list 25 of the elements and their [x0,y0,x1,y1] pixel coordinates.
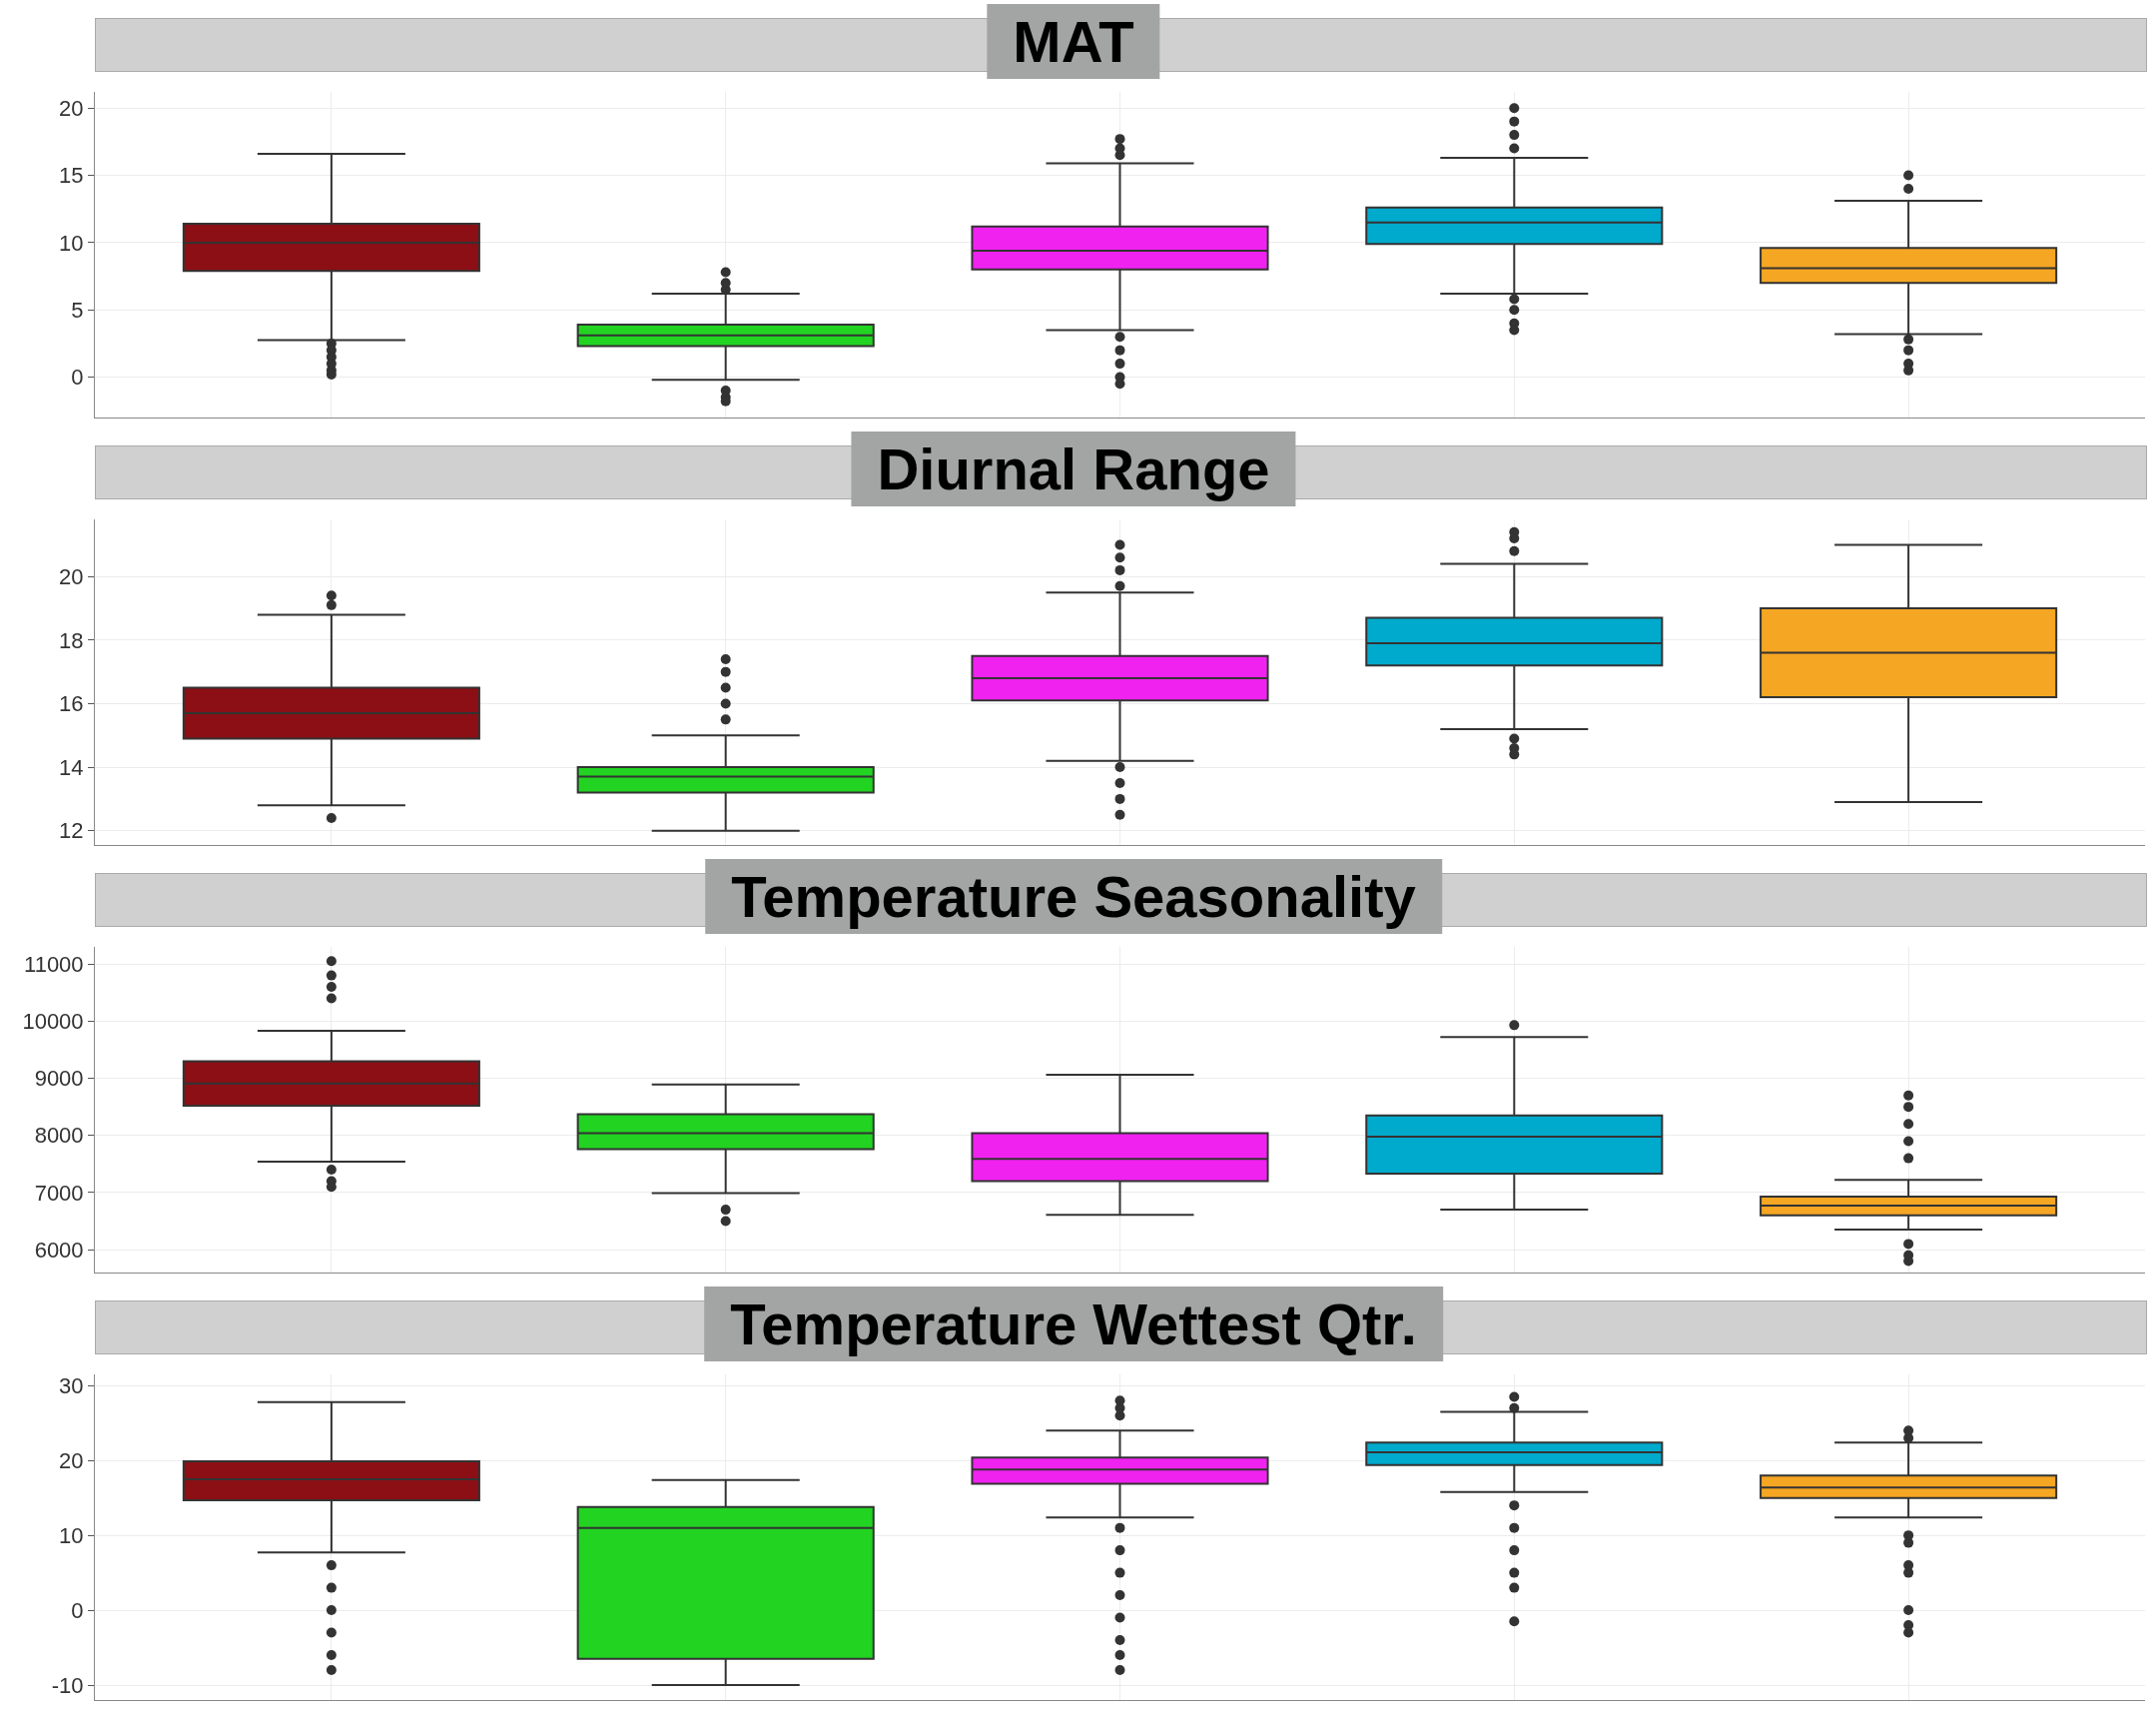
y-tick-label: 8000 [34,1123,84,1149]
y-tick-label: 10 [59,1522,84,1548]
y-tick-label: 20 [59,1447,84,1473]
y-tick-label: 9000 [34,1066,84,1092]
y-tick-label: 10000 [22,1009,84,1035]
y-tick-label: 20 [59,95,84,121]
y-tick-label: 11000 [24,951,84,977]
y-tick-label: 15 [59,163,84,189]
y-tick-label: 10 [59,230,84,256]
y-tick-label: 0 [71,365,84,391]
y-tick-label: 14 [59,754,84,780]
y-tick-label: 20 [59,563,84,589]
y-tick-label: 0 [71,1597,84,1623]
y-tick-label: 7000 [34,1180,84,1206]
y-tick-label: 18 [59,627,84,653]
y-tick-label: 12 [59,818,84,844]
y-tick-label: 6000 [34,1237,84,1263]
chart-title: Temperature Wettest Qtr. [704,1287,1443,1361]
y-tick-label: 16 [59,691,84,717]
chart-title: Temperature Seasonality [705,859,1442,934]
chart-title: Diurnal Range [851,431,1296,506]
y-tick-label: -10 [51,1672,84,1698]
y-tick-label: 30 [59,1372,84,1398]
y-tick-label: 5 [71,297,84,323]
chart-title: MAT [987,4,1160,79]
